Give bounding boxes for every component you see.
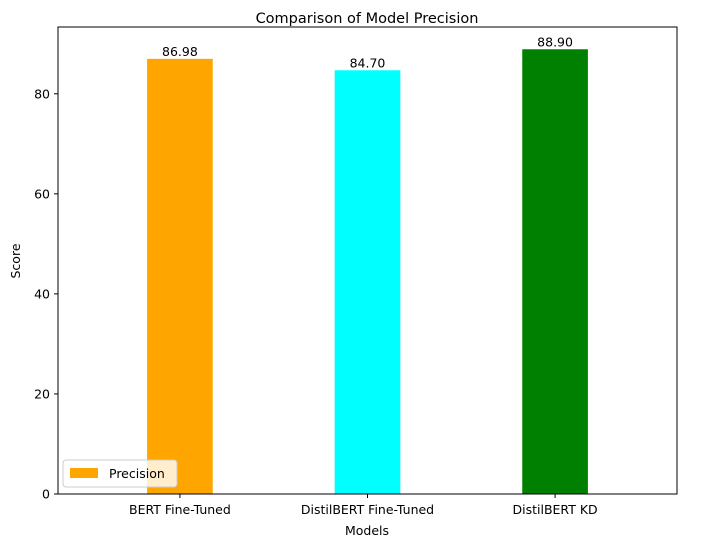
x-axis-ticks: BERT Fine-Tuned DistilBERT Fine-Tuned Dist… — [129, 494, 598, 517]
x-tick-label: DistilBERT Fine-Tuned — [301, 502, 434, 517]
y-tick-label: 0 — [42, 487, 50, 502]
bar-value-label: 84.70 — [350, 55, 386, 70]
bar-value-label: 88.90 — [537, 34, 573, 49]
y-tick-label: 40 — [34, 286, 50, 301]
data-labels-layer: 86.98 84.70 88.90 — [162, 34, 573, 70]
y-tick-label: 80 — [34, 86, 50, 101]
chart-title: Comparison of Model Precision — [256, 11, 479, 27]
bar-bert-fine-tuned — [147, 58, 213, 494]
x-axis-label: Models — [345, 523, 389, 538]
legend-label: Precision — [109, 466, 165, 481]
x-tick-label: DistilBERT KD — [513, 502, 598, 517]
y-tick-label: 20 — [34, 386, 50, 401]
legend-box — [62, 459, 178, 488]
legend: Precision — [62, 459, 178, 488]
y-tick-label: 60 — [34, 186, 50, 201]
legend-swatch — [70, 468, 98, 478]
plot-frame — [57, 26, 678, 495]
bar-distilbert-kd — [522, 49, 588, 495]
y-axis-label: Score — [8, 243, 23, 278]
x-tick-label: BERT Fine-Tuned — [129, 502, 231, 517]
bars-layer — [147, 49, 588, 495]
bar-distilbert-fine-tuned — [334, 70, 401, 494]
y-axis-ticks: 0 20 40 60 80 — [34, 86, 58, 502]
bar-value-label: 86.98 — [162, 44, 198, 59]
